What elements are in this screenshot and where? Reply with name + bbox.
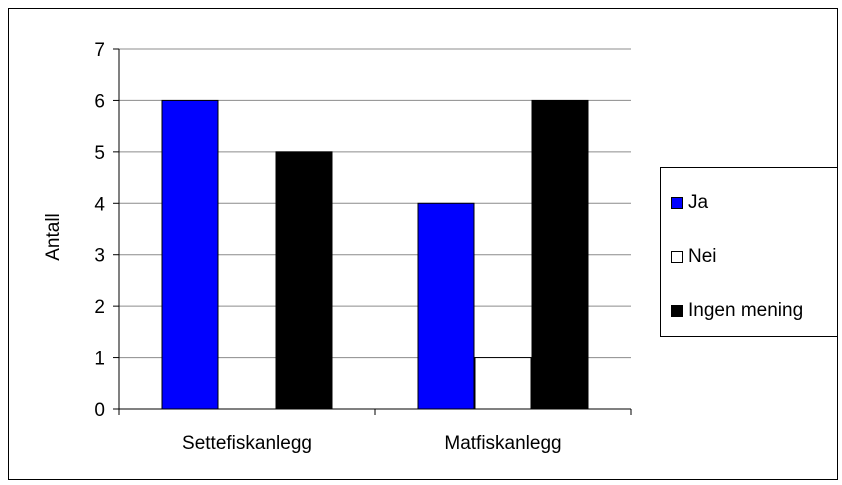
bars [161,99,589,410]
axes: 0 1 2 3 4 5 6 7 Settefiskanlegg Matfiskanlegg [94,40,632,454]
x-category-label: Matfiskanlegg [444,433,561,454]
y-axis-title: Antall [43,213,64,261]
legend-item-ingen-mening: Ingen mening [671,300,803,322]
chart-frame: 0 1 2 3 4 5 6 7 Settefiskanlegg Matfiskanlegg Ant… [8,8,838,480]
bar-ingen-mening-matfiskanlegg [531,99,589,410]
y-tick-label: 1 [94,349,105,370]
legend-swatch [671,305,683,317]
y-tick-label: 0 [94,400,105,421]
bar-ja-settefiskanlegg [161,99,219,410]
y-tick-label: 5 [94,143,105,164]
y-tick-label: 4 [94,194,105,215]
legend-label: Ja [688,192,709,213]
legend-swatch [671,197,683,209]
x-category-label: Settefiskanlegg [182,433,312,454]
y-tick-label: 2 [94,297,105,318]
legend: Ja Nei Ingen mening [660,167,837,337]
legend-item-ja: Ja [671,192,708,214]
y-tick-label: 7 [94,40,105,61]
bar-chart: 0 1 2 3 4 5 6 7 Settefiskanlegg Matfiskanlegg Ant… [43,40,632,454]
bar-nei-matfiskanlegg [474,357,532,410]
bar-ingen-mening-settefiskanlegg [275,151,333,410]
legend-swatch [671,251,683,263]
bar-ja-matfiskanlegg [417,202,475,410]
legend-label: Ingen mening [688,300,804,321]
legend-label: Nei [688,246,717,267]
y-tick-label: 3 [94,246,105,267]
legend-item-nei: Nei [671,246,717,268]
y-tick-label: 6 [94,91,105,112]
